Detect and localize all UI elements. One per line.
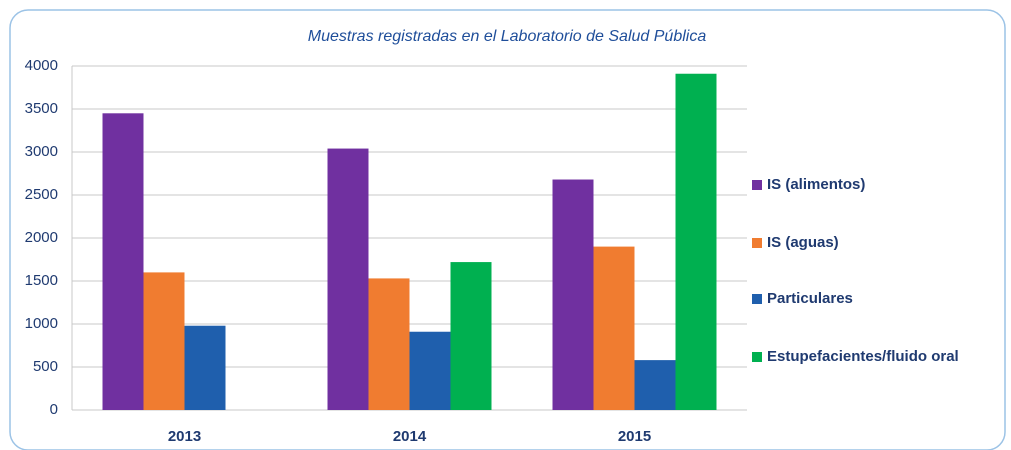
- y-tick-label: 0: [50, 401, 58, 418]
- bar: [593, 246, 635, 410]
- bar: [675, 73, 717, 411]
- legend-label: Estupefacientes/fluido oral: [767, 348, 959, 365]
- x-tick-label: 2014: [393, 428, 427, 445]
- bar: [409, 331, 451, 410]
- bar: [102, 113, 144, 411]
- legend-label: Particulares: [767, 290, 853, 307]
- legend-swatch: [752, 180, 762, 190]
- y-tick-label: 2000: [25, 229, 58, 246]
- chart-frame: [9, 9, 1006, 450]
- y-tick-label: 3500: [25, 100, 58, 117]
- y-tick-label: 4000: [25, 57, 58, 74]
- y-tick-label: 1500: [25, 272, 58, 289]
- y-tick-label: 2500: [25, 186, 58, 203]
- y-tick-label: 1000: [25, 315, 58, 332]
- legend-swatch: [752, 294, 762, 304]
- bar: [184, 325, 226, 410]
- x-tick-label: 2015: [618, 428, 651, 445]
- bar: [143, 272, 185, 410]
- legend-swatch: [752, 238, 762, 248]
- legend-label: IS (alimentos): [767, 176, 865, 193]
- bar: [368, 278, 410, 410]
- legend-label: IS (aguas): [767, 234, 839, 251]
- bar: [327, 148, 369, 410]
- legend-swatch: [752, 352, 762, 362]
- y-tick-label: 500: [33, 358, 58, 375]
- chart-title: Muestras registradas en el Laboratorio d…: [308, 28, 707, 45]
- bar: [450, 262, 492, 410]
- y-tick-label: 3000: [25, 143, 58, 160]
- x-tick-label: 2013: [168, 428, 201, 445]
- bar: [634, 360, 676, 410]
- bar: [552, 179, 594, 410]
